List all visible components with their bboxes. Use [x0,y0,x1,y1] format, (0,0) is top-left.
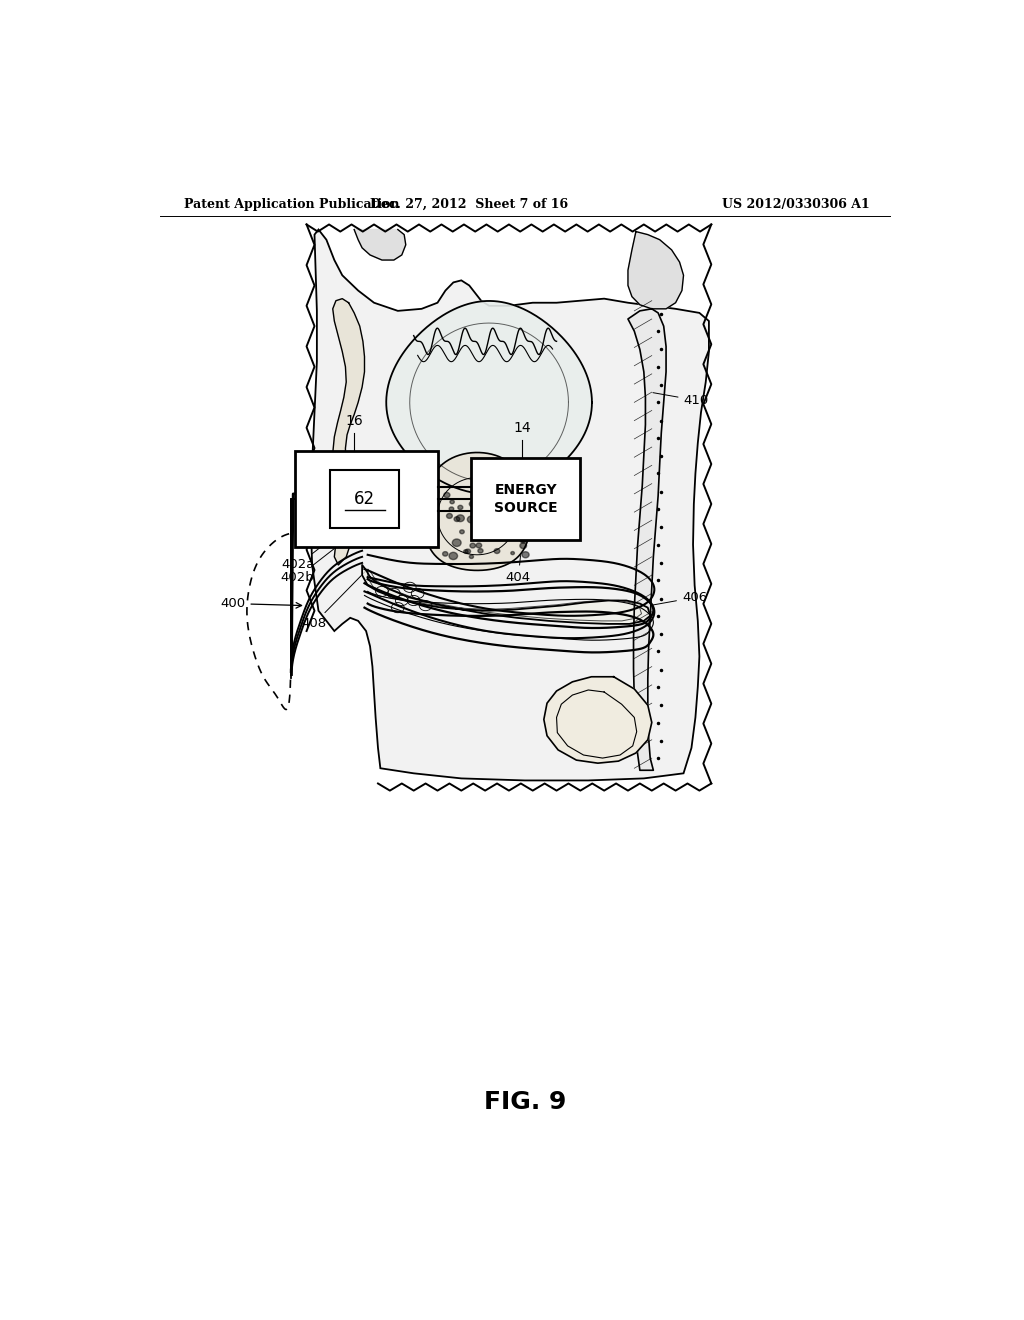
Text: 406: 406 [652,591,707,605]
Ellipse shape [510,519,517,524]
Ellipse shape [426,519,432,524]
Ellipse shape [495,487,501,492]
Ellipse shape [522,552,529,558]
Ellipse shape [467,516,475,523]
Polygon shape [310,230,709,780]
Ellipse shape [501,473,507,478]
Ellipse shape [517,499,549,529]
Text: 400: 400 [220,597,302,610]
Text: Dec. 27, 2012  Sheet 7 of 16: Dec. 27, 2012 Sheet 7 of 16 [371,198,568,211]
Ellipse shape [513,477,517,480]
Ellipse shape [454,516,460,521]
Ellipse shape [474,523,482,531]
Ellipse shape [511,552,514,554]
Polygon shape [386,301,592,494]
Ellipse shape [526,498,530,502]
Ellipse shape [501,484,506,488]
Ellipse shape [460,529,464,533]
Ellipse shape [499,510,506,516]
Ellipse shape [508,484,512,487]
Ellipse shape [504,499,510,504]
Ellipse shape [476,543,481,548]
Ellipse shape [464,549,468,553]
Polygon shape [333,298,365,565]
Ellipse shape [457,515,464,521]
Ellipse shape [494,523,500,528]
Ellipse shape [475,484,479,488]
Ellipse shape [430,508,437,515]
Text: 14: 14 [514,421,531,434]
Text: FIG. 9: FIG. 9 [483,1089,566,1114]
Ellipse shape [458,506,463,510]
Text: 18b: 18b [374,531,408,543]
Ellipse shape [442,552,447,556]
Text: 402b: 402b [281,528,360,583]
Ellipse shape [521,515,529,523]
Text: 410: 410 [653,392,709,407]
Bar [471,458,581,540]
Polygon shape [424,453,530,570]
Ellipse shape [469,502,476,507]
Ellipse shape [520,543,526,549]
Ellipse shape [495,549,500,553]
Ellipse shape [446,513,453,519]
Ellipse shape [506,479,513,486]
Ellipse shape [508,511,515,516]
Polygon shape [544,677,652,763]
Ellipse shape [470,544,475,548]
Ellipse shape [450,500,455,504]
Text: US 2012/0330306 A1: US 2012/0330306 A1 [722,198,870,211]
Ellipse shape [469,554,473,558]
Text: 18a: 18a [471,515,496,528]
Ellipse shape [524,474,534,482]
Polygon shape [362,565,650,624]
Ellipse shape [450,507,454,511]
Polygon shape [628,231,684,309]
Ellipse shape [500,484,508,492]
Ellipse shape [485,474,495,483]
Ellipse shape [465,549,471,553]
Ellipse shape [505,528,512,533]
Text: ENERGY
SOURCE: ENERGY SOURCE [494,483,557,515]
Ellipse shape [507,490,558,539]
Ellipse shape [479,486,488,495]
Ellipse shape [443,492,450,498]
Ellipse shape [524,535,530,541]
Bar [306,224,712,784]
Text: 62: 62 [354,491,376,508]
Bar [331,470,399,528]
Ellipse shape [453,539,461,546]
Text: Patent Application Publication: Patent Application Publication [183,198,399,211]
Polygon shape [628,309,666,771]
Ellipse shape [516,531,523,536]
Ellipse shape [520,537,526,543]
Ellipse shape [499,519,508,527]
Bar [295,451,437,546]
Ellipse shape [450,552,458,560]
Ellipse shape [433,490,439,495]
Text: 404: 404 [506,517,530,583]
Ellipse shape [520,536,526,541]
Ellipse shape [510,477,514,480]
Ellipse shape [509,495,514,499]
Ellipse shape [478,549,483,553]
Text: 16: 16 [345,413,364,428]
Text: 408: 408 [301,572,366,631]
Ellipse shape [427,510,434,516]
Polygon shape [354,230,406,260]
Ellipse shape [476,496,484,504]
Text: 402a: 402a [282,516,360,572]
